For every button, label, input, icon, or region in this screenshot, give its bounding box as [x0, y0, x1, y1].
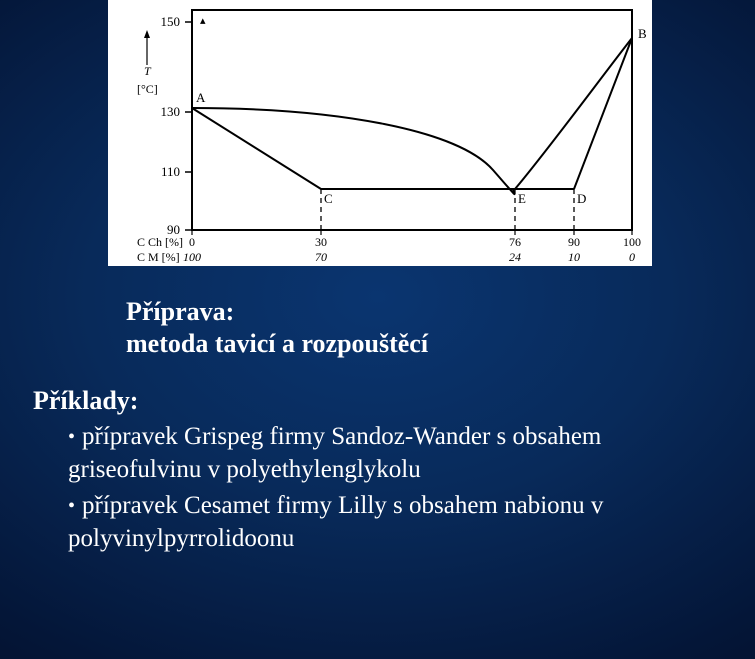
svg-text:70: 70: [315, 250, 327, 264]
svg-text:100: 100: [183, 250, 201, 264]
bullet2-text-line2: polyvinylpyrrolidoonu: [68, 524, 708, 555]
svg-text:90: 90: [568, 235, 580, 249]
bullet-dot-icon: •: [68, 427, 75, 447]
svg-text:C Ch [%]: C Ch [%]: [137, 235, 183, 249]
svg-text:130: 130: [161, 104, 181, 119]
bullet-dot-icon: •: [68, 496, 75, 516]
phase-diagram-figure: 90110130150T[°C]▴ABCEDC Ch [%]0307690100…: [108, 0, 652, 266]
svg-text:0: 0: [189, 235, 195, 249]
svg-text:150: 150: [161, 14, 181, 29]
svg-text:C M [%]: C M [%]: [137, 250, 180, 264]
examples-heading: Příklady:: [33, 385, 138, 417]
svg-text:10: 10: [568, 250, 580, 264]
examples-list: • přípravek Grispeg firmy Sandoz-Wander …: [68, 422, 708, 560]
svg-text:[°C]: [°C]: [137, 82, 158, 96]
bullet-item-2: • přípravek Cesamet firmy Lilly s obsahe…: [68, 491, 708, 522]
svg-text:24: 24: [509, 250, 521, 264]
svg-text:D: D: [577, 191, 586, 206]
svg-text:▴: ▴: [200, 15, 206, 27]
svg-text:B: B: [638, 26, 647, 41]
svg-text:C: C: [324, 191, 333, 206]
prep-line2: metoda tavicí a rozpouštěcí: [126, 329, 428, 358]
phase-diagram-svg: 90110130150T[°C]▴ABCEDC Ch [%]0307690100…: [108, 0, 652, 266]
svg-text:A: A: [196, 90, 206, 105]
svg-text:0: 0: [629, 250, 635, 264]
preparation-heading: Příprava: metoda tavicí a rozpouštěcí: [126, 296, 686, 359]
svg-text:110: 110: [161, 164, 180, 179]
bullet1-text-line2: griseofulvinu v polyethylenglykolu: [68, 455, 708, 486]
svg-text:100: 100: [623, 235, 641, 249]
svg-text:T: T: [144, 64, 152, 78]
prep-line1: Příprava:: [126, 297, 234, 326]
svg-text:E: E: [518, 191, 526, 206]
slide: 90110130150T[°C]▴ABCEDC Ch [%]0307690100…: [0, 0, 755, 659]
bullet2-text-line1: přípravek Cesamet firmy Lilly s obsahem …: [82, 492, 603, 519]
svg-text:30: 30: [315, 235, 327, 249]
bullet1-text-line1: přípravek Grispeg firmy Sandoz-Wander s …: [82, 423, 601, 450]
bullet-item-1: • přípravek Grispeg firmy Sandoz-Wander …: [68, 422, 708, 453]
svg-text:76: 76: [509, 235, 521, 249]
